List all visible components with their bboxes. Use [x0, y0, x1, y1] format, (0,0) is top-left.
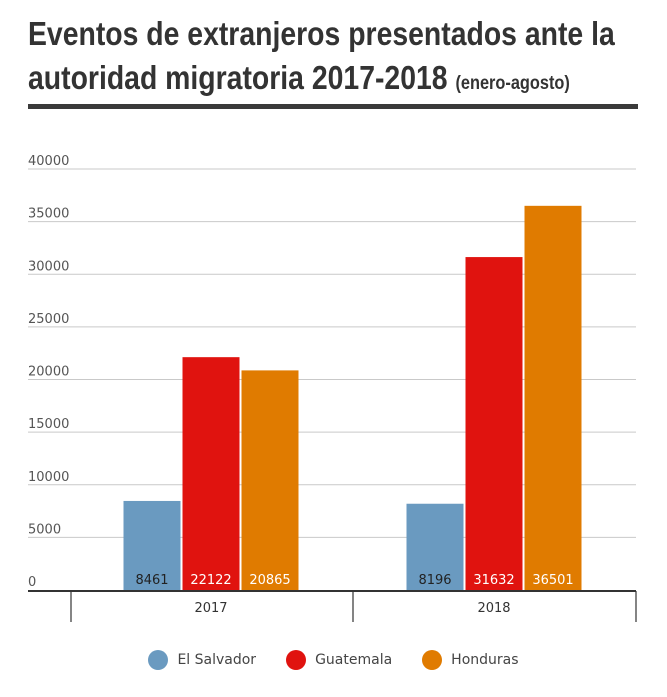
bar-value-label: 36501 — [532, 573, 573, 588]
y-axis-labels: 0 5000 10000 15000 20000 25000 30000 35000 40000 — [28, 154, 69, 590]
bar-guatemala-2017 — [182, 357, 240, 590]
bars: 8461 22122 20865 8196 31632 36501 — [123, 205, 582, 591]
bar-honduras-2018 — [524, 205, 582, 591]
legend-item-honduras: Honduras — [422, 650, 519, 670]
x-axis: 2017 2018 — [28, 590, 637, 622]
y-tick-label: 25000 — [28, 312, 69, 327]
bar-el-salvador-2018 — [406, 503, 464, 590]
legend-swatch — [286, 650, 307, 670]
bar-value-label: 20865 — [249, 573, 290, 588]
bar-value-label: 22122 — [190, 573, 231, 588]
legend-label: Guatemala — [315, 652, 393, 668]
bar-value-label: 8461 — [135, 573, 168, 588]
y-tick-label: 35000 — [28, 207, 69, 222]
bar-honduras-2017 — [241, 370, 299, 590]
bar-guatemala-2018 — [465, 257, 523, 590]
y-tick-label: 5000 — [28, 522, 61, 537]
y-tick-label: 20000 — [28, 365, 69, 380]
y-tick-label: 10000 — [28, 470, 69, 485]
y-tick-label: 15000 — [28, 417, 69, 432]
chart-title: Eventos de extranjeros presentados ante … — [28, 12, 615, 106]
y-tick-label: 0 — [28, 575, 36, 590]
legend-swatch — [422, 650, 443, 670]
legend: El Salvador Guatemala Honduras — [0, 650, 667, 670]
bar-value-label: 31632 — [473, 573, 514, 588]
x-tick-label: 2018 — [477, 601, 510, 616]
legend-item-el-salvador: El Salvador — [148, 650, 256, 670]
y-tick-label: 30000 — [28, 259, 69, 274]
legend-label: Honduras — [451, 652, 519, 668]
title-rule — [28, 104, 638, 109]
bar-chart: 0 5000 10000 15000 20000 25000 30000 35000 40000… — [28, 154, 637, 622]
bar-value-label: 8196 — [418, 573, 451, 588]
legend-swatch — [148, 650, 169, 670]
title-line-2: autoridad migratoria 2017-2018 — [28, 59, 448, 96]
y-tick-label: 40000 — [28, 154, 69, 169]
legend-item-guatemala: Guatemala — [286, 650, 392, 670]
legend-label: El Salvador — [177, 652, 257, 668]
bar-el-salvador-2017 — [123, 500, 181, 590]
title-line-1: Eventos de extranjeros presentados ante … — [28, 15, 615, 52]
x-tick-label: 2017 — [194, 601, 227, 616]
title-subtitle: (enero-agosto) — [455, 73, 570, 94]
